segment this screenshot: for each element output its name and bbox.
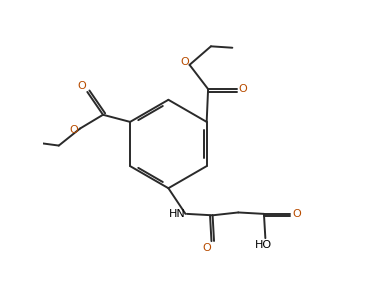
Text: O: O (203, 243, 211, 253)
Text: O: O (292, 209, 301, 219)
Text: HN: HN (169, 209, 186, 219)
Text: HO: HO (255, 240, 272, 250)
Text: O: O (69, 125, 78, 135)
Text: O: O (78, 81, 86, 91)
Text: O: O (239, 84, 247, 94)
Text: O: O (180, 57, 189, 67)
